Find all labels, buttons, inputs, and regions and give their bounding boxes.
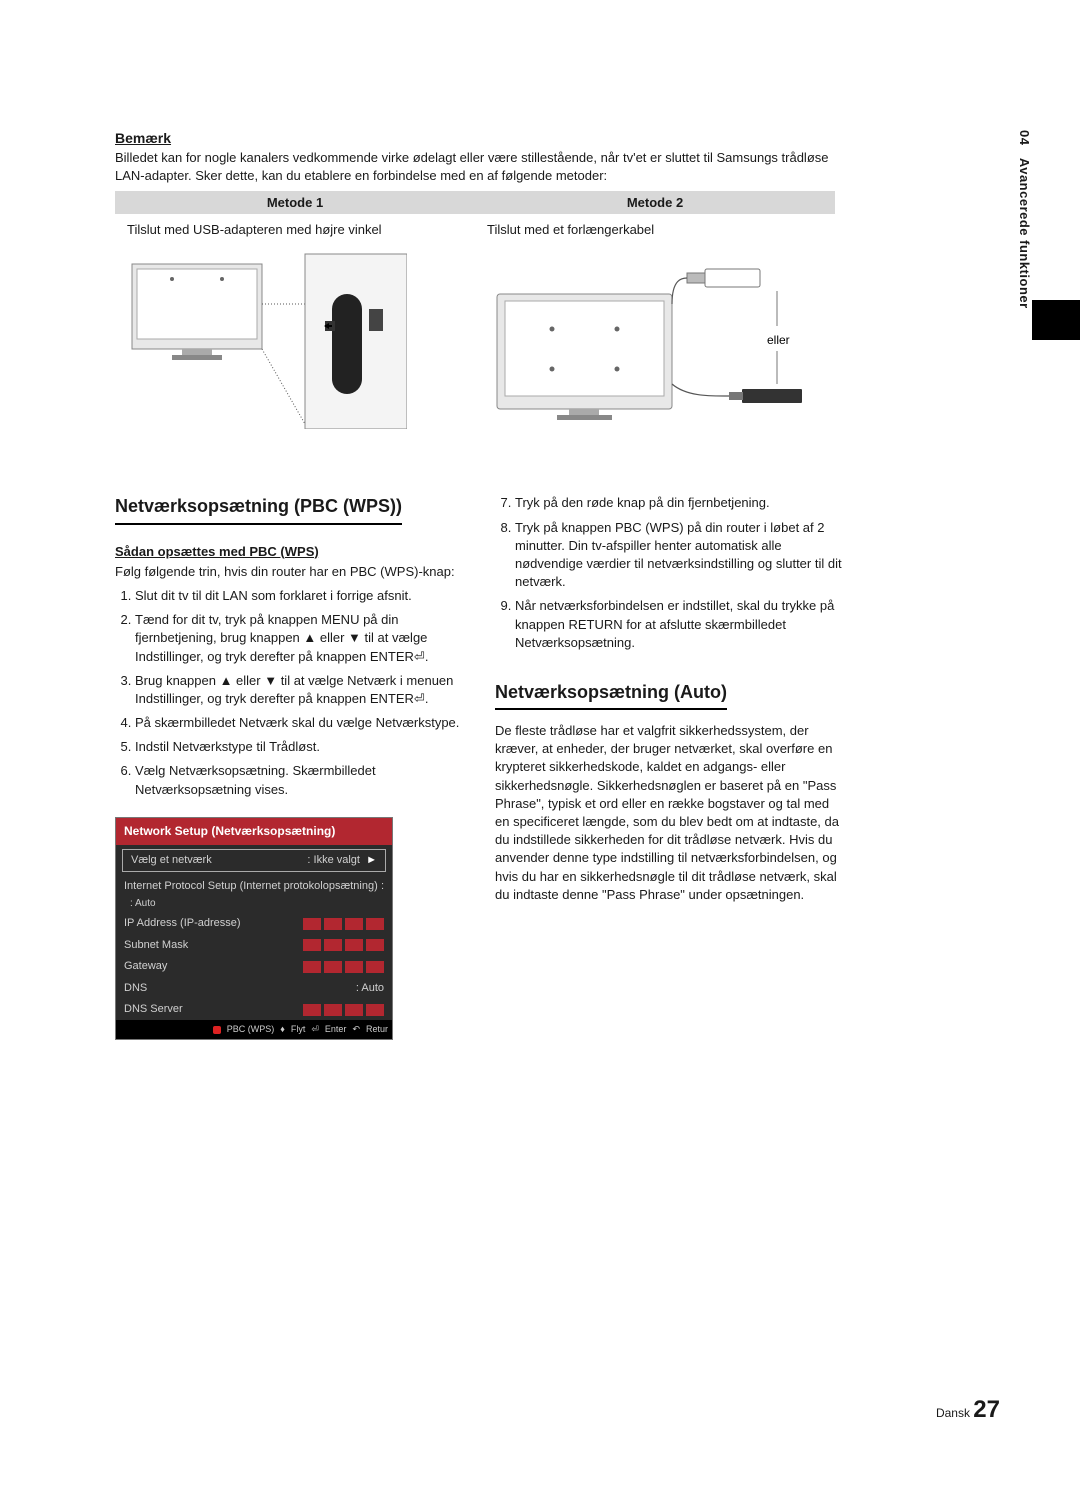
panel-ipsetup-value: : Auto	[116, 895, 392, 913]
note-heading: Bemærk	[115, 130, 1020, 146]
pbc-steps-cont: Tryk på den røde knap på din fjernbetjen…	[495, 494, 845, 652]
chapter-number: 04	[1017, 130, 1032, 145]
panel-ip-label: IP Address (IP-adresse)	[124, 916, 241, 931]
enter-icon: ⏎	[311, 1023, 319, 1036]
panel-gateway-label: Gateway	[124, 959, 167, 974]
panel-ip-row: IP Address (IP-adresse)	[116, 913, 392, 934]
red-button-icon	[213, 1026, 221, 1034]
panel-select-label: Vælg et netværk	[131, 853, 212, 868]
footer-return: Retur	[366, 1023, 388, 1036]
method2-diagram: eller	[487, 249, 817, 429]
pbc-step: Når netværksforbindelsen er indstillet, …	[515, 597, 845, 652]
method2-header: Metode 2	[475, 191, 835, 214]
updown-icon: ♦	[280, 1023, 285, 1036]
chapter-title: Avancerede funktioner	[1017, 158, 1032, 309]
pbc-step: Tryk på den røde knap på din fjernbetjen…	[515, 494, 845, 512]
panel-title: Network Setup (Netværksopsætning)	[116, 818, 392, 845]
page-number: Dansk 27	[936, 1396, 1000, 1424]
panel-ipsetup-row: Internet Protocol Setup (Internet protok…	[116, 876, 392, 897]
method1-diagram	[127, 249, 407, 429]
panel-ipsetup-colon: :	[381, 879, 384, 894]
return-icon: ↶	[352, 1023, 360, 1036]
left-column: Netværksopsætning (PBC (WPS)) Sådan opsæ…	[115, 494, 465, 1040]
pbc-intro: Følg følgende trin, hvis din router har …	[115, 563, 465, 581]
panel-subnet-row: Subnet Mask	[116, 935, 392, 956]
pbc-step: På skærmbilledet Netværk skal du vælge N…	[135, 714, 465, 732]
pbc-step: Vælg Netværksopsætning. Skærmbilledet Ne…	[135, 762, 465, 798]
note-section: Bemærk Billedet kan for nogle kanalers v…	[115, 130, 1020, 429]
footer-enter: Enter	[325, 1023, 347, 1036]
panel-select-value: : Ikke valgt	[307, 854, 360, 866]
right-column: Tryk på den røde knap på din fjernbetjen…	[495, 494, 845, 1040]
footer-pbc: PBC (WPS)	[227, 1023, 275, 1036]
panel-dns-value: : Auto	[356, 981, 384, 996]
pbc-heading: Netværksopsætning (PBC (WPS))	[115, 494, 402, 524]
pbc-sub-heading: Sådan opsættes med PBC (WPS)	[115, 543, 465, 561]
two-column-body: Netværksopsætning (PBC (WPS)) Sådan opsæ…	[115, 494, 845, 1040]
panel-gateway-row: Gateway	[116, 956, 392, 977]
pbc-step: Indstil Netværkstype til Trådløst.	[135, 738, 465, 756]
subnet-value-boxes	[303, 939, 384, 951]
panel-footer: PBC (WPS) ♦ Flyt ⏎ Enter ↶ Retur	[116, 1020, 392, 1039]
page-lang: Dansk	[936, 1406, 970, 1420]
auto-paragraph: De fleste trådløse har et valgfrit sikke…	[495, 722, 845, 904]
method2-text: Tilslut med et forlængerkabel	[487, 222, 823, 237]
panel-subnet-label: Subnet Mask	[124, 938, 188, 953]
side-thumb-bar	[1032, 300, 1080, 340]
eller-label: eller	[767, 333, 790, 347]
panel-ipsetup-label: Internet Protocol Setup (Internet protok…	[124, 879, 378, 894]
panel-dns-label: DNS	[124, 981, 147, 996]
footer-move: Flyt	[291, 1023, 306, 1036]
pbc-step: Tænd for dit tv, tryk på knappen MENU på…	[135, 611, 465, 666]
panel-select-network-row[interactable]: Vælg et netværk : Ikke valgt ►	[122, 849, 386, 872]
panel-dns-row: DNS : Auto	[116, 978, 392, 999]
ip-value-boxes	[303, 918, 384, 930]
chevron-right-icon: ►	[366, 854, 377, 866]
dnsserver-value-boxes	[303, 1004, 384, 1016]
gateway-value-boxes	[303, 961, 384, 973]
method1-header: Metode 1	[115, 191, 475, 214]
side-tab: 04 Avancerede funktioner	[1017, 130, 1032, 309]
pbc-step: Brug knappen ▲ eller ▼ til at vælge Netv…	[135, 672, 465, 708]
pbc-step: Slut dit tv til dit LAN som forklaret i …	[135, 587, 465, 605]
pbc-steps: Slut dit tv til dit LAN som forklaret i …	[115, 587, 465, 799]
note-text: Billedet kan for nogle kanalers vedkomme…	[115, 149, 835, 185]
network-setup-panel: Network Setup (Netværksopsætning) Vælg e…	[115, 817, 393, 1040]
methods-table: Metode 1 Metode 2 Tilslut med USB-adapte…	[115, 191, 835, 429]
panel-dnsserver-row: DNS Server	[116, 999, 392, 1020]
pbc-step: Tryk på knappen PBC (WPS) på din router …	[515, 519, 845, 592]
auto-heading: Netværksopsætning (Auto)	[495, 680, 727, 710]
page-num-value: 27	[973, 1396, 1000, 1423]
panel-dnsserver-label: DNS Server	[124, 1002, 183, 1017]
method1-text: Tilslut med USB-adapteren med højre vink…	[127, 222, 463, 237]
